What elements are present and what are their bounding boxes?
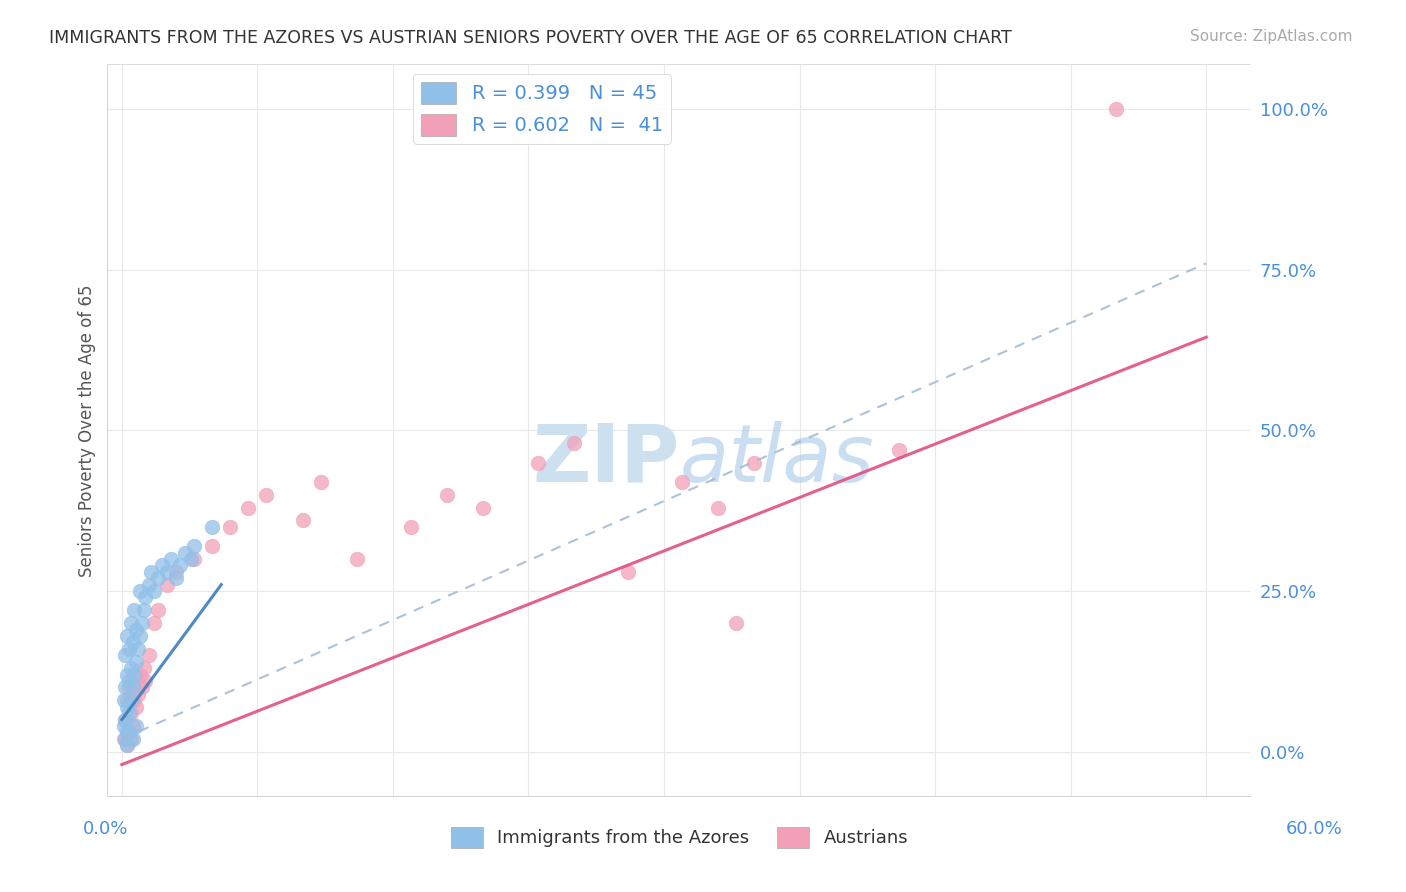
Point bbox=[138, 577, 160, 591]
Point bbox=[131, 616, 153, 631]
Point bbox=[120, 706, 142, 721]
Text: ZIP: ZIP bbox=[531, 421, 679, 499]
Point bbox=[118, 673, 141, 688]
Point bbox=[617, 565, 640, 579]
Point bbox=[169, 558, 191, 573]
Point bbox=[120, 693, 142, 707]
Point bbox=[174, 545, 197, 559]
Point bbox=[291, 513, 314, 527]
Point bbox=[129, 584, 152, 599]
Point bbox=[114, 731, 136, 746]
Text: 0.0%: 0.0% bbox=[83, 820, 128, 838]
Point bbox=[562, 436, 585, 450]
Text: IMMIGRANTS FROM THE AZORES VS AUSTRIAN SENIORS POVERTY OVER THE AGE OF 65 CORREL: IMMIGRANTS FROM THE AZORES VS AUSTRIAN S… bbox=[49, 29, 1012, 46]
Text: atlas: atlas bbox=[679, 421, 875, 499]
Point bbox=[127, 641, 149, 656]
Point bbox=[156, 577, 179, 591]
Text: 60.0%: 60.0% bbox=[1286, 820, 1343, 838]
Point bbox=[238, 500, 260, 515]
Point bbox=[118, 725, 141, 739]
Point bbox=[219, 520, 242, 534]
Point bbox=[124, 603, 146, 617]
Point bbox=[117, 667, 139, 681]
Point bbox=[129, 667, 152, 681]
Point bbox=[121, 681, 143, 695]
Point bbox=[132, 661, 155, 675]
Point bbox=[118, 706, 141, 721]
Point bbox=[112, 719, 135, 733]
Point bbox=[121, 719, 143, 733]
Point bbox=[125, 655, 148, 669]
Point bbox=[114, 713, 136, 727]
Point bbox=[165, 565, 187, 579]
Point bbox=[472, 500, 495, 515]
Point bbox=[118, 725, 141, 739]
Point bbox=[120, 616, 142, 631]
Point bbox=[120, 661, 142, 675]
Point bbox=[138, 648, 160, 663]
Point bbox=[117, 725, 139, 739]
Point bbox=[117, 629, 139, 643]
Point bbox=[143, 616, 166, 631]
Point bbox=[254, 488, 277, 502]
Point bbox=[124, 667, 146, 681]
Point bbox=[117, 739, 139, 753]
Point bbox=[526, 456, 548, 470]
Point bbox=[146, 571, 169, 585]
Point bbox=[143, 584, 166, 599]
Point bbox=[125, 719, 148, 733]
Point bbox=[346, 552, 368, 566]
Point bbox=[121, 635, 143, 649]
Point bbox=[399, 520, 422, 534]
Point bbox=[117, 699, 139, 714]
Point bbox=[125, 623, 148, 637]
Point bbox=[121, 731, 143, 746]
Point bbox=[436, 488, 458, 502]
Point bbox=[309, 475, 332, 489]
Point bbox=[1105, 102, 1128, 116]
Point bbox=[725, 616, 748, 631]
Point bbox=[183, 552, 205, 566]
Point bbox=[146, 603, 169, 617]
Point bbox=[117, 693, 139, 707]
Point bbox=[201, 539, 224, 553]
Legend: R = 0.399   N = 45, R = 0.602   N =  41: R = 0.399 N = 45, R = 0.602 N = 41 bbox=[413, 74, 671, 144]
Point bbox=[139, 565, 162, 579]
Point bbox=[120, 731, 142, 746]
Point bbox=[112, 731, 135, 746]
Y-axis label: Seniors Poverty Over the Age of 65: Seniors Poverty Over the Age of 65 bbox=[79, 285, 96, 576]
Point bbox=[112, 693, 135, 707]
Point bbox=[125, 699, 148, 714]
Point bbox=[117, 739, 139, 753]
Point bbox=[134, 591, 156, 605]
Point bbox=[156, 565, 179, 579]
Point bbox=[129, 629, 152, 643]
Point bbox=[118, 641, 141, 656]
Point bbox=[114, 648, 136, 663]
Point bbox=[707, 500, 730, 515]
Text: Source: ZipAtlas.com: Source: ZipAtlas.com bbox=[1189, 29, 1353, 44]
Point bbox=[114, 681, 136, 695]
Point bbox=[671, 475, 693, 489]
Point bbox=[165, 571, 187, 585]
Point bbox=[118, 681, 141, 695]
Point bbox=[131, 681, 153, 695]
Point bbox=[183, 539, 205, 553]
Point bbox=[159, 552, 181, 566]
Point bbox=[887, 442, 910, 457]
Point bbox=[127, 687, 149, 701]
Point bbox=[124, 693, 146, 707]
Point bbox=[134, 673, 156, 688]
Point bbox=[180, 552, 202, 566]
Point bbox=[150, 558, 173, 573]
Point bbox=[744, 456, 766, 470]
Point bbox=[201, 520, 224, 534]
Point bbox=[114, 713, 136, 727]
Point bbox=[132, 603, 155, 617]
